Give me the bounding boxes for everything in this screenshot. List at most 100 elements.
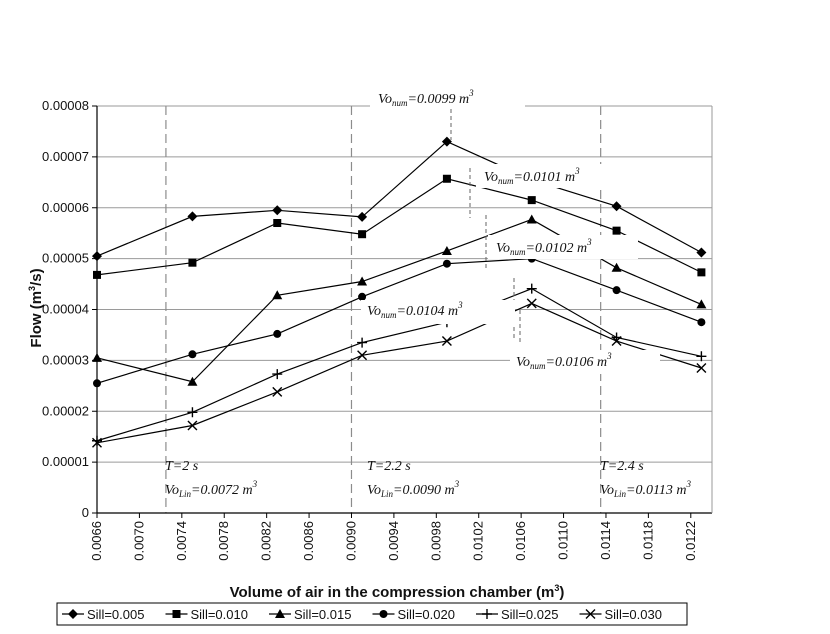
vo-num-label: Vonum=0.0101 m3 bbox=[484, 166, 580, 186]
x-tick-label: 0.0118 bbox=[640, 521, 655, 560]
vo-lin-prefix: Vo bbox=[600, 483, 614, 498]
period-label: T=2.2 s bbox=[367, 459, 411, 474]
vo-num-prefix: Vo bbox=[516, 355, 530, 370]
legend-label: Sill=0.030 bbox=[605, 607, 662, 622]
vo-lin-subscript: Lin bbox=[178, 489, 192, 499]
data-point bbox=[441, 136, 452, 147]
data-point bbox=[696, 351, 707, 362]
vo-num-label: Vonum=0.0102 m3 bbox=[496, 237, 592, 257]
vo-num-value: =0.0104 m bbox=[397, 304, 459, 319]
series-line bbox=[96, 287, 702, 442]
vo-lin-value: =0.0113 m bbox=[626, 483, 687, 498]
vo-num-label-box bbox=[361, 300, 515, 324]
data-point bbox=[93, 379, 101, 388]
vo-num-label-box bbox=[510, 350, 660, 374]
legend-item: Sill=0.005 bbox=[62, 607, 144, 622]
legend-label: Sill=0.015 bbox=[294, 607, 351, 622]
series-sill-0-015 bbox=[92, 214, 707, 386]
data-point bbox=[611, 336, 622, 347]
vo-num-superscript: 3 bbox=[606, 351, 612, 361]
data-point bbox=[273, 329, 282, 338]
vo-lin-value: =0.0072 m bbox=[191, 483, 253, 498]
vo-num-label-box bbox=[476, 164, 624, 188]
period-label: T=2 s bbox=[165, 459, 199, 474]
series-line bbox=[96, 178, 702, 276]
data-point bbox=[188, 258, 197, 267]
data-point bbox=[697, 268, 706, 277]
y-tick-labels: 0 0.00001 0.00002 0.00003 0.00004 0.00005 0.00… bbox=[42, 98, 89, 520]
vo-num-value: =0.0101 m bbox=[514, 170, 576, 185]
data-point bbox=[92, 435, 102, 446]
legend-label: Sill=0.025 bbox=[501, 607, 558, 622]
data-point bbox=[441, 245, 452, 255]
data-point bbox=[187, 211, 198, 222]
x-tick-label: 0.0070 bbox=[131, 521, 146, 561]
data-point bbox=[272, 386, 283, 397]
vo-lin-subscript: Lin bbox=[380, 489, 394, 499]
data-point bbox=[187, 420, 198, 431]
data-point bbox=[357, 276, 368, 286]
data-point bbox=[611, 201, 622, 212]
x-tick-label: 0.0066 bbox=[89, 521, 104, 561]
data-point bbox=[272, 369, 283, 380]
vo-lin-superscript: 3 bbox=[686, 479, 692, 489]
data-point bbox=[442, 259, 451, 268]
x-tick-labels: 0.0066 0.0070 0.0074 0.0078 0.0082 0.0086 0.00… bbox=[89, 521, 698, 561]
data-point bbox=[696, 363, 707, 374]
vo-lin-prefix: Vo bbox=[367, 483, 381, 498]
y-axis-title: Flow (m3/s) bbox=[27, 268, 45, 347]
legend-frame bbox=[56, 602, 688, 626]
vo-num-label-box bbox=[370, 87, 525, 109]
y-tick-label: 0.00005 bbox=[42, 251, 89, 266]
vo-num-superscript: 3 bbox=[574, 166, 580, 176]
vo-lin-prefix: Vo bbox=[165, 483, 179, 498]
series-line bbox=[96, 258, 702, 384]
data-point bbox=[611, 262, 622, 272]
x-tick-label: 0.0090 bbox=[343, 521, 358, 561]
legend-marker bbox=[275, 609, 285, 618]
y-tick-label: 0.00003 bbox=[42, 352, 89, 367]
x-tick-label: 0.0098 bbox=[428, 521, 443, 561]
x-tick-label: 0.0082 bbox=[259, 521, 274, 561]
x-tick-label: 0.0106 bbox=[513, 521, 528, 561]
data-point bbox=[612, 226, 621, 235]
y-tick-label: 0.00002 bbox=[42, 403, 89, 418]
series-line bbox=[96, 140, 702, 257]
x-tick-label: 0.0110 bbox=[556, 521, 571, 560]
vo-lin-label: VoLin=0.0072 m3 bbox=[165, 479, 258, 499]
legend-marker bbox=[585, 609, 596, 619]
grid-lines bbox=[97, 105, 712, 463]
x-tick-label: 0.0078 bbox=[216, 521, 231, 561]
x-tick-label: 0.0074 bbox=[174, 521, 189, 561]
series-sill-0-030 bbox=[92, 298, 707, 448]
legend-item: Sill=0.020 bbox=[372, 607, 455, 622]
vo-num-superscript: 3 bbox=[468, 88, 474, 98]
legend-label: Sill=0.020 bbox=[398, 607, 455, 622]
data-series bbox=[92, 136, 707, 448]
x-axis-title: Volume of air in the compression chamber… bbox=[230, 583, 565, 601]
data-point bbox=[188, 350, 197, 359]
vo-num-prefix: Vo bbox=[496, 241, 510, 256]
data-point bbox=[696, 299, 707, 309]
legend-label: Sill=0.010 bbox=[191, 607, 248, 622]
data-point bbox=[612, 286, 621, 295]
y-tick-label: 0.00007 bbox=[42, 149, 89, 164]
data-point bbox=[442, 174, 451, 183]
x-tick-label: 0.0094 bbox=[386, 521, 401, 561]
vo-num-prefix: Vo bbox=[484, 170, 498, 185]
vo-num-label: Vonum=0.0104 m3 bbox=[367, 300, 463, 320]
vo-num-subscript: num bbox=[392, 98, 408, 108]
vo-lin-label: VoLin=0.0113 m3 bbox=[600, 479, 692, 499]
vo-num-value: =0.0102 m bbox=[526, 241, 588, 256]
data-point bbox=[93, 270, 101, 279]
vo-lin-label: VoLin=0.0090 m3 bbox=[367, 479, 460, 499]
vo-num-label: Vonum=0.0106 m3 bbox=[516, 351, 612, 371]
data-point bbox=[526, 283, 537, 294]
legend-marker bbox=[68, 609, 78, 619]
y-tick-label: 0.00006 bbox=[42, 200, 89, 215]
legend-item: Sill=0.010 bbox=[165, 607, 248, 622]
series-sill-0-010 bbox=[93, 174, 706, 279]
x-tick-label: 0.0086 bbox=[301, 521, 316, 561]
period-divider-lines bbox=[165, 106, 602, 513]
